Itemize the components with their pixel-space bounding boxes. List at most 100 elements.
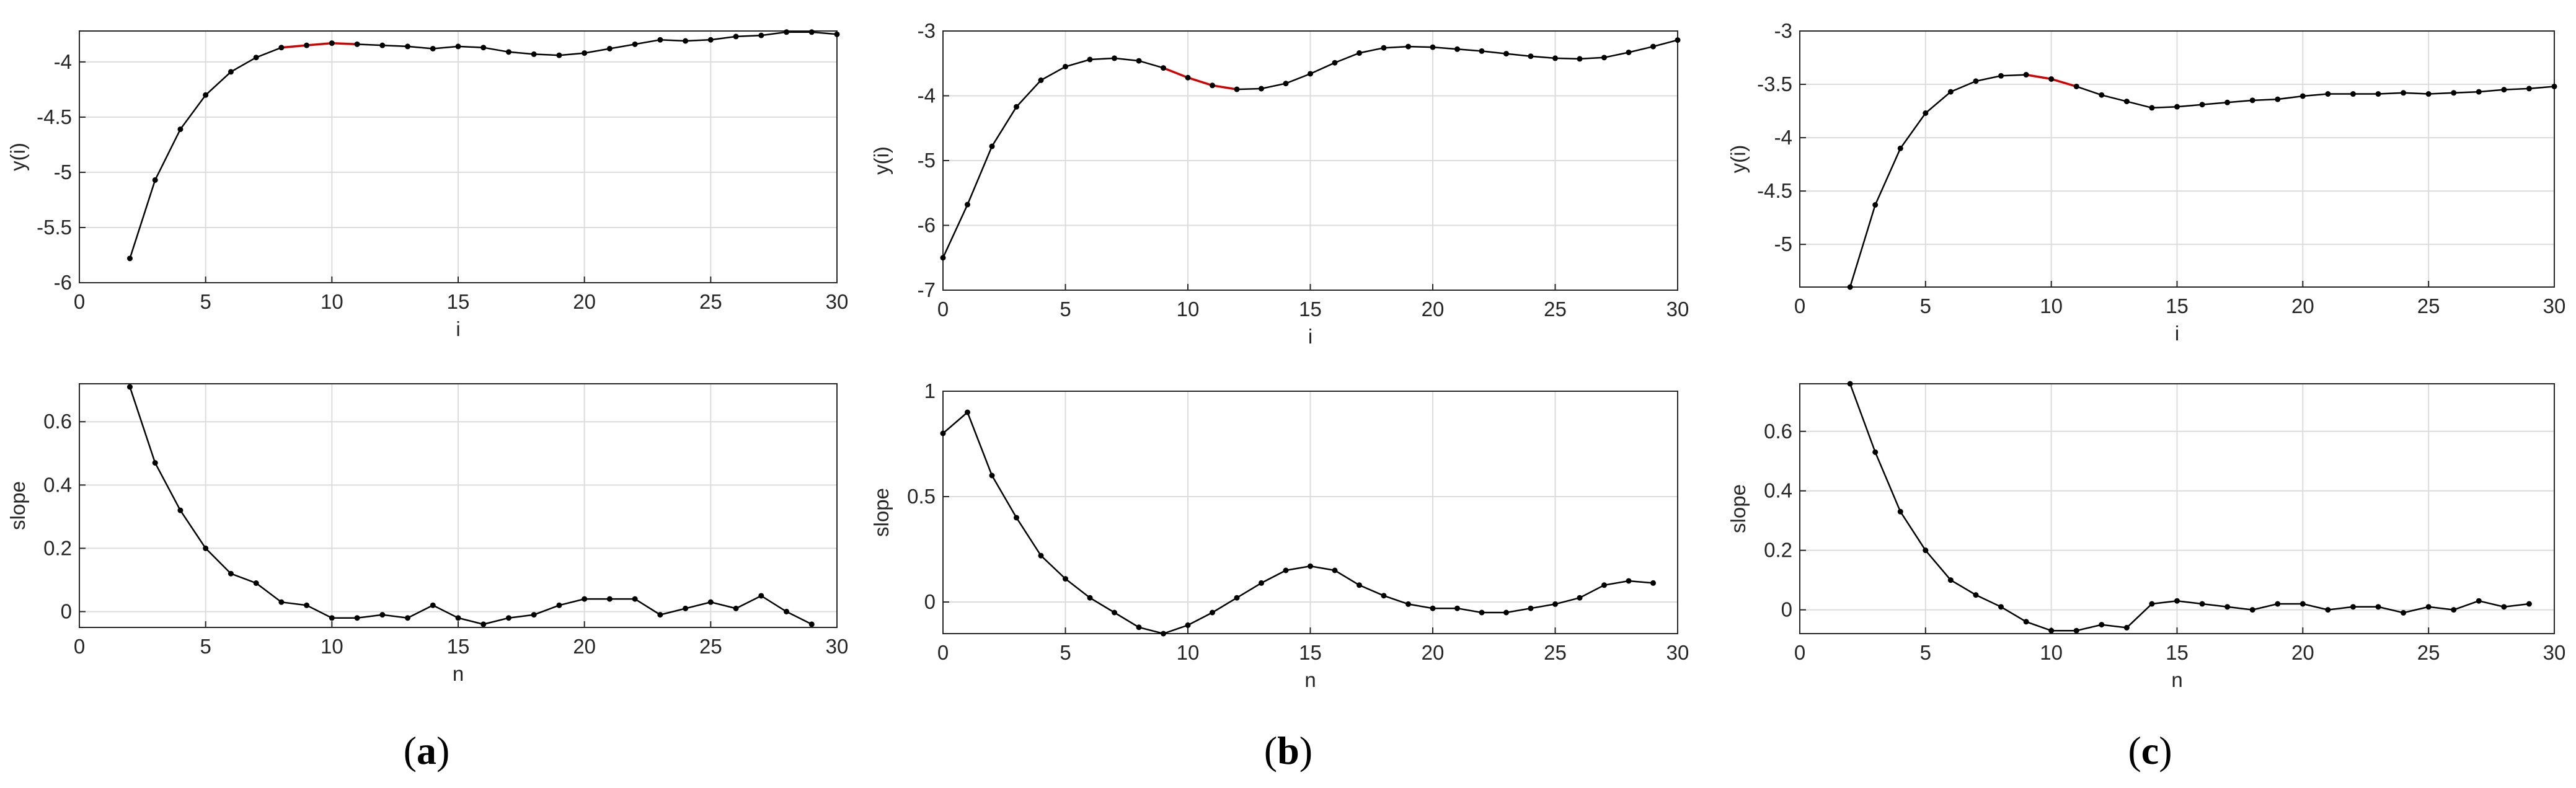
- chart-a-bottom-data-point: [531, 612, 537, 618]
- chart-a-top-y-tick-label: -6: [54, 271, 72, 294]
- chart-b-top-y-tick-label: -5: [918, 149, 936, 172]
- chart-a-top-data-point: [582, 50, 588, 56]
- chart-b-top-data-point: [1405, 43, 1411, 50]
- chart-b-top-x-tick-label: 25: [1544, 298, 1567, 321]
- chart-a-bottom-x-tick-label: 10: [321, 635, 343, 658]
- chart-b-bottom-y-tick-label: 0: [924, 590, 936, 613]
- chart-b-top-x-tick-label: 20: [1422, 298, 1445, 321]
- chart-c-bottom-data-point: [2350, 604, 2356, 610]
- chart-b-bottom-data-point: [1161, 631, 1166, 637]
- chart-c-bottom-data-point: [2199, 601, 2205, 607]
- chart-c-top-data-point: [2023, 72, 2029, 78]
- chart-a-bottom-data-point: [480, 621, 487, 627]
- chart-a-bottom-y-tick-label: 0.4: [43, 473, 72, 496]
- chart-b-top-data-point: [1552, 55, 1558, 61]
- chart-a-bottom-data-point: [707, 599, 714, 605]
- chart-a-top-data-point: [657, 37, 663, 43]
- chart-c-top-x-axis-label: i: [2175, 322, 2179, 345]
- chart-a-bottom-x-tick-label: 0: [74, 635, 85, 658]
- chart-b-top-x-tick-label: 30: [1666, 298, 1689, 321]
- chart-c-bottom-data-point: [2425, 604, 2432, 610]
- chart-a-top-data-point: [405, 43, 411, 50]
- chart-b-top-y-tick-label: -7: [918, 278, 936, 301]
- chart-b-top-x-axis-label: i: [1308, 325, 1312, 348]
- chart-b-top-data-point: [1430, 44, 1436, 50]
- chart-a-top-data-point: [505, 49, 511, 55]
- chart-c-bottom-data-point: [1897, 508, 1903, 515]
- chart-b-bottom-x-tick-label: 5: [1060, 641, 1071, 664]
- chart-c-top-x-tick-label: 0: [1794, 294, 1805, 317]
- chart-a-bottom-data-point: [329, 615, 335, 621]
- chart-b-top-x-tick-label: 0: [937, 298, 949, 321]
- chart-c-bottom-x-tick-label: 0: [1794, 641, 1805, 664]
- chart-a-top-x-tick-label: 25: [699, 290, 722, 313]
- chart-a-top-data-point: [203, 92, 209, 98]
- chart-c-bottom-x-tick-label: 5: [1920, 641, 1931, 664]
- chart-b-top-data-point: [1014, 104, 1019, 110]
- charts-layer: 0 5 10 15 20 25 30-6-5.5-5-4.5-4iy(i)0 5 10 15 20 2…: [6, 19, 2565, 691]
- chart-a-bottom-y-tick-label: 0.6: [43, 410, 72, 433]
- chart-a-bottom-x-tick-label: 30: [826, 635, 849, 658]
- chart-c-bottom-x-tick-label: 25: [2417, 641, 2440, 664]
- chart-a-top-data-point: [430, 45, 436, 51]
- chart-c-bottom-data-point: [2476, 598, 2482, 604]
- chart-b-bottom-y-tick-label: 0.5: [907, 485, 936, 508]
- chart-a-bottom-data-point: [784, 608, 790, 614]
- chart-c-top-data-point: [2325, 91, 2331, 97]
- chart-a-bottom-data-point: [354, 615, 360, 621]
- chart-b-top-data-point: [1087, 56, 1093, 63]
- chart-b-top-highlight-segment: [1162, 66, 1237, 91]
- chart-c-top-data-point: [2350, 91, 2356, 97]
- chart-a-bottom-data-point: [152, 460, 158, 466]
- chart-a-bottom: 0 5 10 15 20 25 30 0 0.2 0.4 0.6 n slope: [6, 383, 849, 685]
- chart-b-bottom-data-point: [940, 430, 946, 436]
- chart-b-top-x-tick-label: 15: [1299, 298, 1322, 321]
- chart-a-top-y-axis-label: y(i): [6, 143, 29, 171]
- chart-b-top-data-point: [1479, 48, 1485, 54]
- chart-c-bottom-data-point: [2375, 604, 2381, 610]
- chart-a-top-y-tick-label: -4: [54, 50, 72, 73]
- chart-c-bottom-x-tick-label: 30: [2543, 641, 2566, 664]
- chart-a-bottom-data-point: [253, 580, 259, 587]
- chart-b-bottom-data-point: [1087, 595, 1093, 601]
- chart-c-top-y-tick-label: -5: [1774, 232, 1792, 255]
- chart-b-top-y-tick-label: -4: [918, 84, 936, 107]
- chart-b-top-data-point: [1259, 86, 1264, 92]
- chart-c-top-y-tick-label: -3.5: [1757, 73, 1792, 95]
- chart-c-bottom-y-tick-label: 0.2: [1764, 539, 1792, 562]
- chart-b-bottom-data-point: [1552, 601, 1558, 607]
- chart-a-bottom-data-point: [632, 596, 638, 602]
- chart-b-bottom-x-tick-label: 10: [1177, 641, 1200, 664]
- chart-a-top-x-tick-label: 10: [321, 290, 343, 313]
- chart-a-bottom-data-point: [505, 615, 511, 621]
- chart-b-bottom-x-tick-label: 20: [1422, 641, 1445, 664]
- chart-c-bottom-data-point: [1847, 381, 1853, 387]
- chart-b-bottom-y-tick-label: 1: [924, 379, 936, 402]
- chart-b-bottom-x-tick-label: 15: [1299, 641, 1322, 664]
- chart-c-bottom-data-point: [2224, 604, 2231, 610]
- chart-c-bottom-data-point: [2451, 607, 2457, 613]
- chart-b-bottom-data-point: [1503, 609, 1509, 616]
- chart-a-bottom-y-tick-label: 0: [61, 600, 72, 622]
- chart-b-top-y-axis-label: y(i): [870, 146, 893, 175]
- chart-c-top-data-point: [2224, 99, 2231, 105]
- chart-c-top-y-tick-label: -3: [1774, 19, 1792, 42]
- chart-a-bottom-data-point: [304, 602, 310, 608]
- chart-a-top-data-point: [152, 177, 158, 183]
- chart-a-top-data-point: [683, 38, 689, 44]
- chart-c-bottom-data-point: [1947, 577, 1954, 583]
- chart-c-top-data-point: [2123, 99, 2130, 105]
- chart-a-top-data-point: [278, 45, 285, 51]
- chart-c-bottom-data-point: [2299, 601, 2306, 607]
- chart-a-bottom-data-point: [278, 599, 285, 605]
- chart-c-bottom-x-tick-label: 10: [2040, 641, 2063, 664]
- chart-a-top-data-point: [228, 69, 234, 75]
- chart-a-top-data-point: [606, 45, 613, 51]
- chart-b-top-data-point: [1161, 65, 1166, 71]
- chart-b-bottom-data-point: [1259, 580, 1264, 586]
- chart-c-bottom-data-point: [2401, 609, 2407, 616]
- chart-b-bottom-data-point: [1014, 515, 1019, 521]
- chart-b-bottom-x-axis-label: n: [1304, 668, 1316, 691]
- chart-b-bottom-data-point: [1479, 609, 1485, 616]
- chart-c-bottom-y-tick-label: 0.6: [1764, 420, 1792, 443]
